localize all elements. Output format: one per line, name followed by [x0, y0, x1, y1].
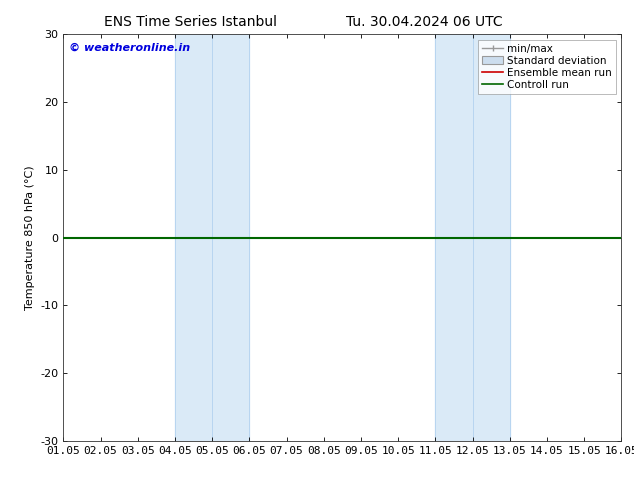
Bar — [436, 34, 510, 441]
Text: ENS Time Series Istanbul: ENS Time Series Istanbul — [104, 15, 276, 29]
Y-axis label: Temperature 850 hPa (°C): Temperature 850 hPa (°C) — [25, 165, 35, 310]
Legend: min/max, Standard deviation, Ensemble mean run, Controll run: min/max, Standard deviation, Ensemble me… — [478, 40, 616, 94]
Text: © weatheronline.in: © weatheronline.in — [69, 43, 190, 52]
Text: Tu. 30.04.2024 06 UTC: Tu. 30.04.2024 06 UTC — [346, 15, 503, 29]
Bar — [175, 34, 249, 441]
